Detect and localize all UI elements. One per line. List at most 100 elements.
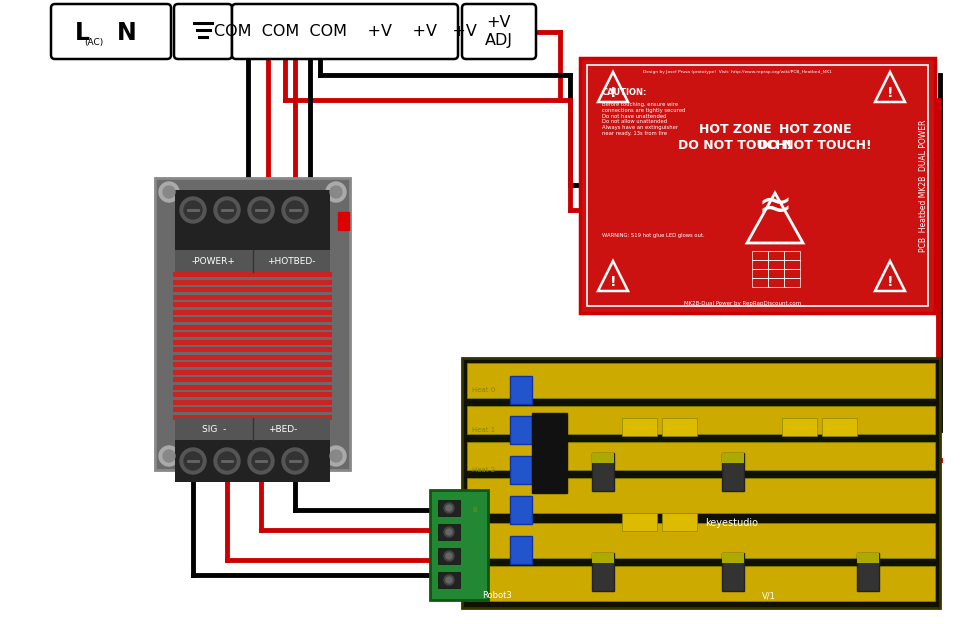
Text: !: ! bbox=[610, 275, 616, 289]
Bar bbox=[462, 358, 940, 608]
Text: ≈: ≈ bbox=[757, 185, 792, 227]
Bar bbox=[173, 414, 332, 419]
Bar bbox=[662, 513, 697, 531]
Bar bbox=[467, 523, 935, 558]
Circle shape bbox=[163, 450, 175, 462]
Text: (AC): (AC) bbox=[84, 37, 104, 47]
Text: Heat 2: Heat 2 bbox=[472, 467, 495, 473]
Bar bbox=[173, 399, 332, 404]
FancyBboxPatch shape bbox=[462, 4, 536, 59]
Text: HOT ZONE: HOT ZONE bbox=[699, 123, 771, 136]
Text: !: ! bbox=[887, 86, 893, 100]
Text: Robot3: Robot3 bbox=[482, 592, 512, 600]
Bar bbox=[173, 317, 332, 322]
Circle shape bbox=[446, 553, 452, 559]
Circle shape bbox=[446, 577, 452, 583]
Bar bbox=[722, 553, 744, 591]
Bar bbox=[722, 453, 744, 463]
Bar bbox=[175, 250, 330, 272]
Text: !: ! bbox=[610, 86, 616, 100]
Bar bbox=[173, 369, 332, 374]
Bar bbox=[338, 212, 349, 230]
Circle shape bbox=[330, 186, 342, 198]
Bar bbox=[784, 269, 800, 278]
Bar bbox=[173, 354, 332, 359]
Circle shape bbox=[286, 452, 304, 470]
Circle shape bbox=[214, 197, 240, 223]
Bar bbox=[510, 376, 532, 404]
Bar bbox=[784, 260, 800, 269]
Bar bbox=[622, 418, 657, 436]
FancyBboxPatch shape bbox=[232, 4, 458, 59]
Bar bbox=[510, 536, 532, 564]
Circle shape bbox=[214, 448, 240, 474]
Bar bbox=[467, 363, 935, 398]
Bar bbox=[430, 490, 488, 600]
Text: +HOTBED-: +HOTBED- bbox=[267, 256, 315, 265]
Bar bbox=[510, 456, 532, 484]
Bar bbox=[438, 500, 460, 516]
Bar bbox=[173, 339, 332, 344]
Bar bbox=[173, 280, 332, 285]
Bar bbox=[438, 524, 460, 540]
Bar bbox=[173, 392, 332, 397]
Text: Before touching, ensure wire
connections are tightly secured
Do not have unatten: Before touching, ensure wire connections… bbox=[602, 102, 685, 136]
Bar bbox=[662, 418, 697, 436]
Text: Heat 1: Heat 1 bbox=[472, 427, 495, 433]
Text: WARNING: S19 hot glue LED glows out.: WARNING: S19 hot glue LED glows out. bbox=[602, 233, 705, 238]
Circle shape bbox=[326, 182, 346, 202]
Bar bbox=[752, 278, 768, 287]
Text: HOT ZONE: HOT ZONE bbox=[779, 123, 852, 136]
FancyBboxPatch shape bbox=[174, 4, 232, 59]
Circle shape bbox=[282, 448, 308, 474]
Circle shape bbox=[444, 575, 454, 585]
Text: Heat 0: Heat 0 bbox=[472, 387, 495, 393]
Bar bbox=[592, 453, 614, 463]
Bar bbox=[752, 251, 768, 260]
Bar bbox=[467, 442, 935, 470]
Bar bbox=[438, 572, 460, 588]
Circle shape bbox=[252, 201, 270, 219]
Bar bbox=[173, 347, 332, 352]
Bar bbox=[752, 269, 768, 278]
Text: DO NOT TOUCH!: DO NOT TOUCH! bbox=[758, 139, 872, 152]
Bar bbox=[592, 553, 614, 591]
Bar bbox=[510, 416, 532, 444]
Circle shape bbox=[286, 201, 304, 219]
Bar bbox=[173, 272, 332, 277]
Bar bbox=[173, 362, 332, 367]
Bar bbox=[822, 418, 857, 436]
Bar bbox=[173, 384, 332, 389]
Bar bbox=[467, 566, 935, 601]
Bar bbox=[175, 190, 330, 250]
Circle shape bbox=[326, 446, 346, 466]
Circle shape bbox=[163, 186, 175, 198]
Bar bbox=[752, 260, 768, 269]
Bar bbox=[175, 440, 330, 482]
Text: +BED-: +BED- bbox=[268, 424, 298, 434]
Bar bbox=[173, 295, 332, 300]
Circle shape bbox=[159, 446, 179, 466]
Circle shape bbox=[184, 201, 202, 219]
Bar bbox=[173, 324, 332, 329]
Text: PCB  Heatbed MK2B  DUAL POWER: PCB Heatbed MK2B DUAL POWER bbox=[919, 119, 927, 251]
Circle shape bbox=[330, 450, 342, 462]
Text: !: ! bbox=[887, 275, 893, 289]
Bar bbox=[467, 406, 935, 434]
Bar bbox=[784, 278, 800, 287]
Bar bbox=[587, 65, 928, 306]
Bar bbox=[592, 553, 614, 563]
Circle shape bbox=[444, 503, 454, 513]
Bar bbox=[173, 407, 332, 412]
Bar bbox=[857, 553, 879, 591]
Circle shape bbox=[180, 448, 206, 474]
Text: SIG  -: SIG - bbox=[202, 424, 227, 434]
Text: COM  COM  COM    +V    +V   +V: COM COM COM +V +V +V bbox=[213, 24, 476, 39]
Circle shape bbox=[218, 201, 236, 219]
Text: B: B bbox=[472, 507, 477, 513]
Circle shape bbox=[180, 197, 206, 223]
Bar bbox=[722, 453, 744, 491]
Bar bbox=[510, 496, 532, 524]
Bar bbox=[532, 413, 567, 493]
Bar bbox=[173, 302, 332, 307]
